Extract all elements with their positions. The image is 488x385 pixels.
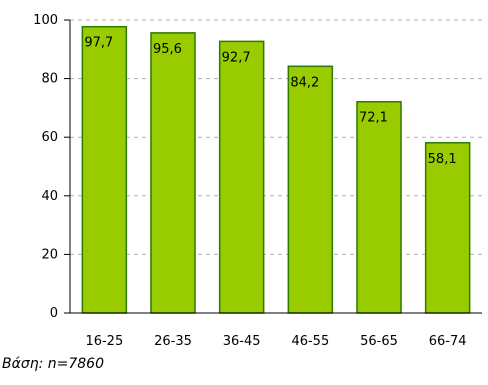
y-tick-label: 100 [33,13,58,28]
bar [424,142,471,314]
data-label: 97,7 [84,36,113,51]
y-tick-label: 80 [41,72,58,87]
x-tick-label: 46-55 [291,334,329,349]
x-tick-label: 66-74 [429,334,467,349]
data-label: 58,1 [428,152,457,167]
bar [81,25,128,314]
x-tick-label: 56-65 [360,334,398,349]
bar [218,40,265,314]
x-tick-label: 26-35 [154,334,192,349]
data-label: 95,6 [153,42,182,57]
y-tick-label: 60 [41,130,58,145]
bar [356,100,402,314]
bar [287,65,334,314]
y-tick-label: 20 [41,247,58,262]
data-label: 92,7 [222,50,251,65]
y-tick-label: 0 [50,306,58,321]
data-label: 84,2 [290,75,319,90]
data-label: 72,1 [359,111,388,126]
x-tick-label: 16-25 [85,334,123,349]
bar [150,32,196,314]
x-tick-label: 36-45 [223,334,261,349]
base-note: Βάση: n=7860 [2,356,104,372]
y-tick-label: 40 [41,189,58,204]
